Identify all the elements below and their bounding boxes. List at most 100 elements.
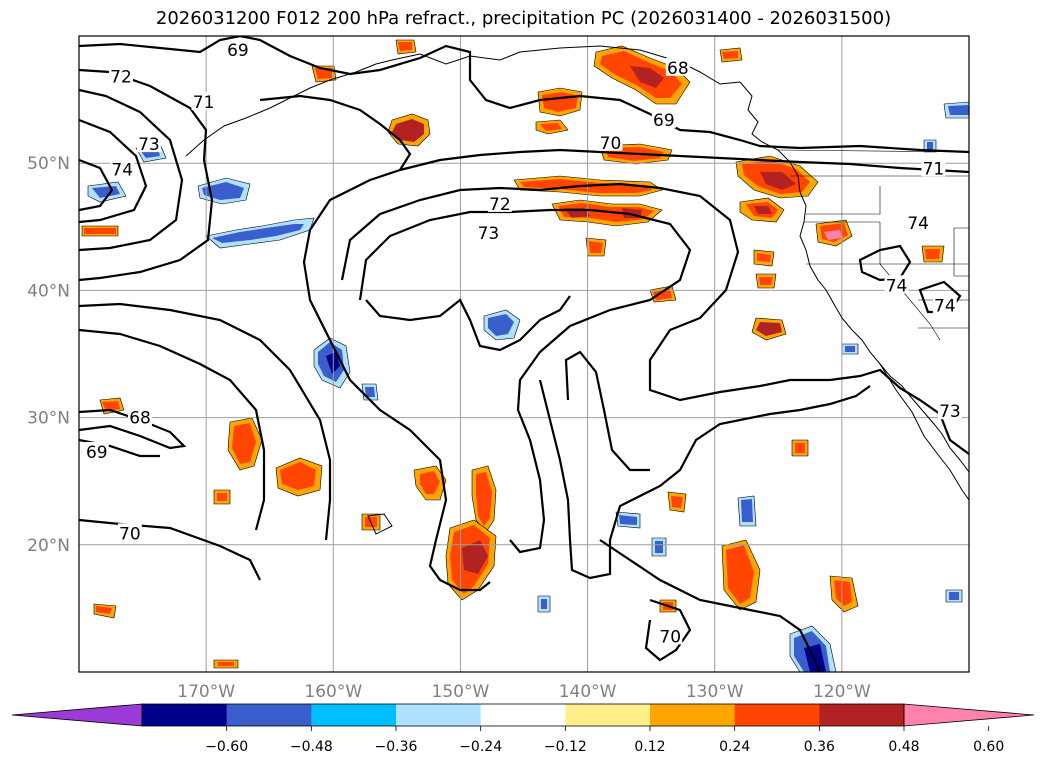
contour-line bbox=[599, 539, 822, 672]
contour-label: 73 bbox=[138, 135, 160, 155]
map-title: 2026031200 F012 200 hPa refract., precip… bbox=[155, 8, 892, 29]
coastline-baja bbox=[879, 363, 969, 501]
contour-label: 74 bbox=[934, 297, 956, 317]
precip-patch bbox=[413, 465, 447, 501]
latitude-labels: 50°N 40°N 30°N 20°N bbox=[27, 154, 70, 556]
precip-patch bbox=[313, 337, 351, 389]
contour-line bbox=[399, 148, 969, 174]
colorbar-tick-label: −0.48 bbox=[290, 739, 333, 755]
precip-patch bbox=[593, 45, 691, 105]
precip-patch bbox=[205, 217, 315, 249]
contour-line bbox=[358, 208, 692, 554]
colorbar-tick-label: 0.24 bbox=[719, 739, 750, 755]
precip-patch bbox=[483, 309, 521, 341]
graticule bbox=[79, 36, 969, 672]
contour-label-bg bbox=[651, 109, 676, 128]
contour-line bbox=[79, 158, 114, 212]
contour-label: 74 bbox=[886, 276, 908, 296]
contour-label: 69 bbox=[227, 41, 249, 61]
precip-patch bbox=[815, 219, 853, 247]
contour-line bbox=[644, 598, 692, 662]
lon-tick-label: 120°W bbox=[813, 682, 871, 702]
contour-line bbox=[79, 36, 241, 54]
contour-label-bg bbox=[921, 158, 946, 177]
contour-label-bg bbox=[937, 401, 962, 420]
lat-tick-label: 40°N bbox=[27, 281, 70, 301]
contour-line bbox=[79, 68, 214, 282]
contour-label: 69 bbox=[86, 443, 108, 463]
colorbar-segment bbox=[565, 704, 651, 726]
colorbar-tick-label: −0.60 bbox=[205, 739, 248, 755]
contour-label: 71 bbox=[923, 159, 945, 179]
colorbar-segment bbox=[819, 704, 905, 726]
colorbar-segment bbox=[226, 704, 312, 726]
contour-label: 72 bbox=[110, 68, 132, 88]
contour-line bbox=[79, 518, 261, 581]
precip-patch bbox=[535, 119, 569, 135]
colorbar-segment bbox=[734, 704, 820, 726]
colorbar-tick-label: −0.36 bbox=[375, 739, 418, 755]
colorbar-tick-label: 0.48 bbox=[888, 739, 919, 755]
contour-label-bg bbox=[110, 159, 135, 178]
lat-tick-label: 30°N bbox=[27, 409, 70, 429]
colorbar-segment bbox=[480, 704, 566, 726]
contour-line bbox=[538, 379, 871, 580]
contour-label: 70 bbox=[119, 524, 141, 544]
contour-line bbox=[79, 408, 187, 450]
precip-patch bbox=[471, 465, 497, 533]
contour-line bbox=[239, 36, 969, 154]
colorbar-tick-label: 0.60 bbox=[973, 739, 1004, 755]
lon-tick-label: 140°W bbox=[559, 682, 617, 702]
precip-patch bbox=[735, 155, 819, 199]
contour-line bbox=[79, 88, 184, 252]
colorbar-segment bbox=[142, 704, 228, 726]
contour-label-bg bbox=[906, 212, 931, 231]
colorbar-segment bbox=[396, 704, 482, 726]
contour-label: 74 bbox=[111, 161, 133, 181]
coastline-north-america bbox=[739, 81, 969, 473]
colorbar-tick-label: 0.12 bbox=[634, 739, 665, 755]
contour-label-bg bbox=[476, 223, 501, 242]
contour-line bbox=[365, 295, 571, 352]
contour-line bbox=[858, 244, 912, 282]
precipitation-layer bbox=[81, 39, 969, 672]
hawaii-island bbox=[367, 513, 393, 535]
contour-label: 70 bbox=[659, 627, 681, 647]
contour-label: 71 bbox=[193, 93, 215, 113]
contour-label: 72 bbox=[489, 195, 511, 215]
map-background bbox=[79, 36, 969, 672]
contour-label: 73 bbox=[939, 402, 961, 422]
colorbar-tick-label: −0.24 bbox=[459, 739, 502, 755]
contour-label: 73 bbox=[478, 224, 500, 244]
precip-patch bbox=[751, 317, 787, 341]
contour-label-bg bbox=[665, 57, 690, 76]
lat-tick-label: 20°N bbox=[27, 536, 70, 556]
contour-label-bg bbox=[225, 39, 250, 58]
contour-label-bg bbox=[191, 92, 216, 111]
contour-label: 68 bbox=[129, 409, 151, 429]
contour-label-bg bbox=[84, 441, 109, 460]
colorbar: −0.60 −0.48 −0.36 −0.24 −0.12 0.12 0.24 0.36 0.4… bbox=[11, 703, 1035, 755]
contour-label: 74 bbox=[907, 214, 929, 234]
contour-label: 69 bbox=[653, 111, 675, 131]
lat-tick-label: 50°N bbox=[27, 154, 70, 174]
lon-tick-label: 160°W bbox=[304, 682, 362, 702]
contour-line bbox=[79, 328, 266, 531]
precip-patch bbox=[87, 181, 127, 203]
colorbar-segment bbox=[311, 704, 397, 726]
contour-line bbox=[79, 302, 332, 541]
precip-patch bbox=[789, 625, 837, 672]
contour-label-bg bbox=[128, 407, 153, 426]
precip-patch bbox=[829, 575, 859, 613]
lon-tick-label: 170°W bbox=[177, 682, 235, 702]
precip-patch bbox=[537, 101, 969, 613]
longitude-labels: 170°W 160°W 150°W 140°W 130°W 120°W bbox=[177, 682, 871, 702]
colorbar-frame bbox=[141, 703, 905, 727]
precip-patch bbox=[721, 539, 761, 611]
contour-line bbox=[340, 182, 969, 455]
colorbar-segment bbox=[650, 704, 736, 726]
colorbar-extend-low bbox=[11, 703, 143, 727]
contour-label: 68 bbox=[667, 59, 689, 79]
